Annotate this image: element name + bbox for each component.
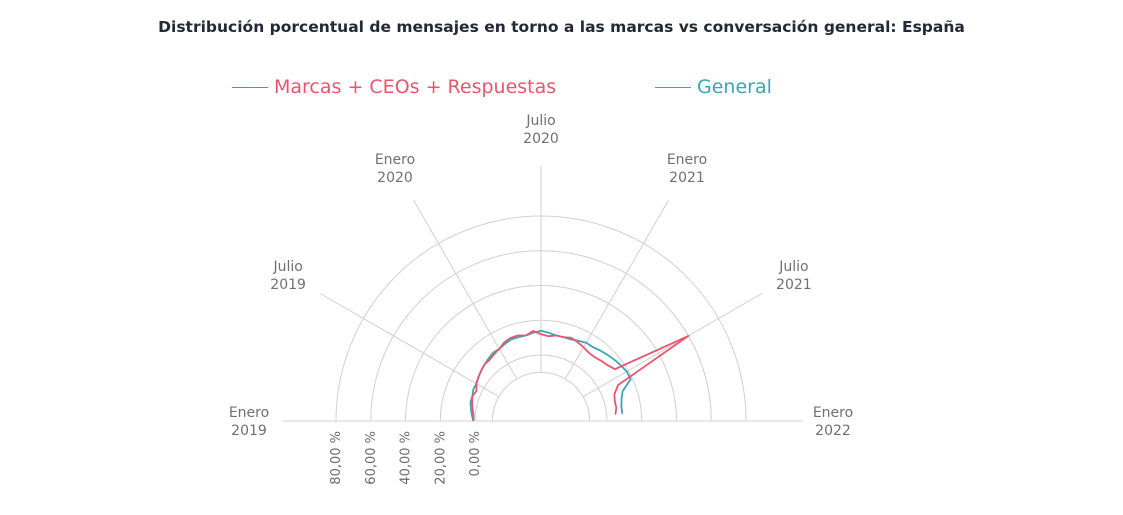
legend-label-general: General (697, 76, 772, 98)
angle-label-3: Julio 2020 (523, 113, 559, 147)
chart-title: Distribución porcentual de mensajes en t… (158, 18, 965, 36)
legend-swatch-marcas (232, 86, 268, 88)
spoke-2 (413, 199, 518, 380)
angle-label-2: Enero 2020 (375, 152, 415, 186)
radial-tick-label-3: 60,00 % (364, 431, 379, 485)
spoke-1 (319, 293, 500, 398)
spoke-4 (564, 199, 669, 380)
angle-label-0: Enero 2019 (229, 405, 269, 439)
angle-label-4: Enero 2021 (667, 152, 707, 186)
radial-tick-label-2: 40,00 % (399, 431, 414, 485)
radial-tick-label-1: 20,00 % (433, 431, 448, 485)
legend-item-marcas: Marcas + CEOs + Respuestas (232, 76, 556, 98)
series-line-marcas (471, 330, 690, 422)
legend-label-marcas: Marcas + CEOs + Respuestas (274, 76, 557, 98)
angle-label-1: Julio 2019 (270, 259, 306, 293)
radial-tick-label-0: 0,00 % (468, 431, 483, 476)
angle-label-5: Julio 2021 (776, 259, 812, 293)
angle-label-6: Enero 2022 (813, 405, 853, 439)
legend-item-general: General (655, 76, 772, 98)
spoke-5 (582, 293, 763, 398)
legend-swatch-general (655, 86, 691, 88)
radial-tick-label-4: 80,00 % (329, 431, 344, 485)
grid-arc-0 (491, 371, 591, 422)
